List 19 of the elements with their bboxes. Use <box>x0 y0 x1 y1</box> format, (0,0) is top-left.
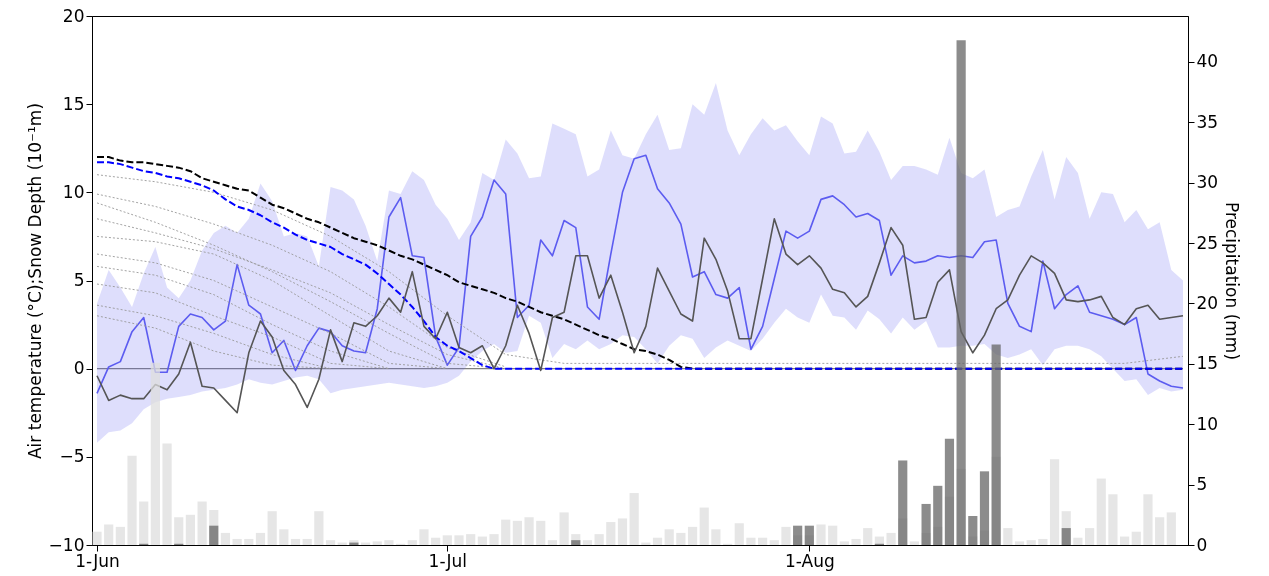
y2-tick-label: 10 <box>1196 413 1219 434</box>
y-tick-label: 20 <box>62 5 85 26</box>
y2-tick-label: 5 <box>1196 474 1208 495</box>
y-axis-title: Air temperature (°C);Snow Depth (10⁻¹m) <box>24 102 45 460</box>
y-tick-label: 10 <box>62 181 85 202</box>
x-tick-label: 1-Aug <box>784 550 835 571</box>
x-tick-label: 1-Jul <box>428 550 468 571</box>
y2-tick-label: 20 <box>1196 292 1219 313</box>
y2-tick-label: 35 <box>1196 111 1219 132</box>
y-tick-label: 5 <box>73 270 85 290</box>
y2-tick-label: 30 <box>1196 172 1219 193</box>
y2-tick-label: 15 <box>1196 353 1219 374</box>
y2-tick-label: 25 <box>1196 232 1219 253</box>
y-tick-label: 0 <box>73 358 85 379</box>
y2-tick-label: 0 <box>1196 534 1208 555</box>
y-tick-label: 15 <box>62 93 85 114</box>
y-tick-label: −5 <box>59 446 85 467</box>
y2-axis-title: Precipitation (mm) <box>1222 201 1243 361</box>
y2-tick-label: 40 <box>1196 51 1219 72</box>
